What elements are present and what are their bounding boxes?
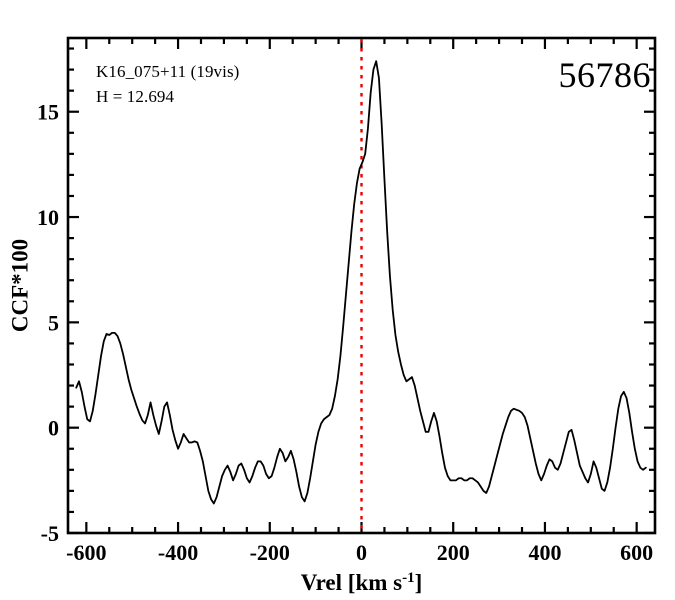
x-tick-label: 200 — [437, 540, 470, 565]
mjd-label: 56786 — [558, 55, 651, 95]
y-tick-label: 5 — [48, 310, 59, 335]
x-tick-label: -400 — [158, 540, 198, 565]
x-tick-label: -600 — [66, 540, 106, 565]
x-tick-label: 0 — [356, 540, 367, 565]
x-axis-title: Vrel [km s-1] — [301, 570, 423, 595]
y-tick-label: 0 — [48, 416, 59, 441]
magnitude-label: H = 12.694 — [96, 87, 175, 106]
x-tick-label: -200 — [250, 540, 290, 565]
axis-ticks — [68, 38, 655, 535]
y-tick-label: 15 — [37, 100, 59, 125]
axis-titles: Vrel [km s-1] CCF*100 — [7, 239, 422, 595]
axis-tick-labels: -600 -400 -200 0 200 400 600 -5 0 5 10 15 — [37, 100, 653, 565]
ccf-curve — [75, 60, 647, 505]
x-tick-label: 600 — [620, 540, 653, 565]
y-tick-label: -5 — [41, 521, 59, 546]
target-name-label: K16_075+11 (19vis) — [96, 62, 240, 81]
x-tick-label: 400 — [528, 540, 561, 565]
y-axis-title: CCF*100 — [7, 239, 32, 332]
y-tick-label: 10 — [37, 205, 59, 230]
